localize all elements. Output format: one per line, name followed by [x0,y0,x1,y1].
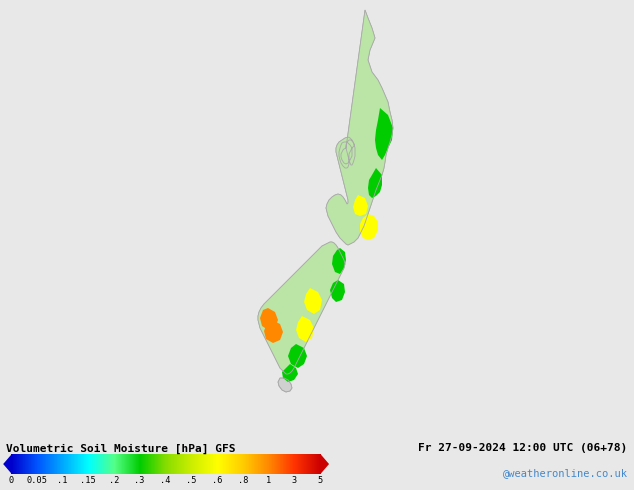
Text: .5: .5 [186,476,197,485]
Polygon shape [278,378,292,392]
Text: 3: 3 [292,476,297,485]
Polygon shape [260,308,278,330]
Polygon shape [288,344,307,368]
Polygon shape [282,364,298,382]
Text: Volumetric Soil Moisture [hPa] GFS: Volumetric Soil Moisture [hPa] GFS [6,443,236,454]
Text: .4: .4 [160,476,171,485]
Text: .8: .8 [238,476,248,485]
Polygon shape [375,108,393,160]
Polygon shape [296,316,314,342]
Polygon shape [326,10,393,245]
Polygon shape [320,454,329,474]
Polygon shape [3,454,12,474]
Text: Fr 27-09-2024 12:00 UTC (06+78): Fr 27-09-2024 12:00 UTC (06+78) [418,443,628,453]
Text: .6: .6 [212,476,223,485]
Polygon shape [330,280,345,302]
Text: 0: 0 [8,476,13,485]
Polygon shape [368,168,382,198]
Polygon shape [304,288,322,314]
Text: .15: .15 [81,476,96,485]
Text: 5: 5 [318,476,323,485]
Polygon shape [326,10,393,245]
Text: 0.05: 0.05 [26,476,47,485]
Text: 1: 1 [266,476,271,485]
Text: .2: .2 [108,476,119,485]
Polygon shape [264,320,283,343]
Polygon shape [258,242,345,374]
Text: .3: .3 [134,476,145,485]
Polygon shape [258,242,345,374]
Polygon shape [360,214,378,240]
Polygon shape [353,195,368,216]
Text: .1: .1 [57,476,68,485]
Text: @weatheronline.co.uk: @weatheronline.co.uk [503,468,628,478]
Polygon shape [332,248,346,274]
